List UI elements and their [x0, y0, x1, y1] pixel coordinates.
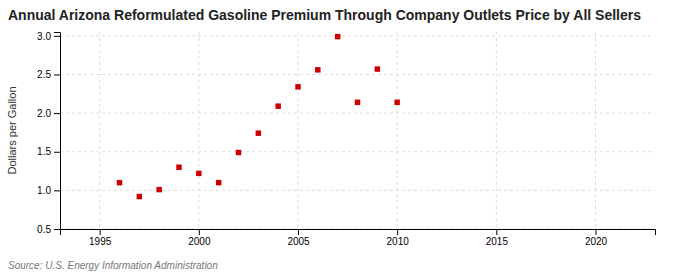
point [394, 100, 399, 105]
tick-mark [54, 152, 60, 153]
grid-line-x [397, 32, 398, 229]
tick-mark [496, 229, 497, 235]
tick: 2005 [287, 229, 310, 247]
grid [60, 32, 655, 229]
tick-label: 1.0 [37, 185, 51, 196]
tick: 2.0 [37, 108, 60, 119]
point [256, 130, 261, 135]
chart-svg: 1995 2000 2005 2010 2015 2020 0.5 1.0 1.5 2.0 2.5 3… [0, 0, 675, 275]
point [117, 180, 122, 185]
grid-line-y [60, 151, 655, 152]
tick-mark [54, 190, 60, 191]
tick-mark [54, 36, 60, 37]
tick: 1.5 [37, 146, 60, 157]
points [117, 34, 400, 199]
x-axis: 1995 2000 2005 2010 2015 2020 [61, 229, 656, 247]
tick-mark [100, 229, 101, 235]
point [137, 194, 142, 199]
source-annotation: Source: U.S. Energy Information Administ… [8, 260, 218, 271]
y-axis-label: Dollars per Gallon [6, 86, 18, 174]
y-axis: 0.5 1.0 1.5 2.0 2.5 3.0 [37, 31, 60, 235]
tick-label: 2015 [486, 236, 509, 247]
grid-line-x [595, 32, 596, 229]
tick: 1.0 [37, 185, 60, 196]
tick-label: 2005 [287, 236, 310, 247]
grid-line-x [99, 32, 100, 229]
point [295, 84, 300, 89]
tick-mark [54, 229, 60, 230]
point [275, 103, 280, 108]
tick: 2000 [188, 229, 211, 247]
point [156, 187, 161, 192]
point [335, 34, 340, 39]
point [196, 171, 201, 176]
tick: 2015 [486, 229, 509, 247]
tick-mark [596, 229, 597, 235]
tick-mark [298, 229, 299, 235]
tick-label: 1995 [89, 236, 112, 247]
axis-line [61, 230, 656, 236]
grid-line-y [60, 190, 655, 191]
grid-line-x [298, 32, 299, 229]
tick: 1995 [89, 229, 112, 247]
tick: 2010 [387, 229, 410, 247]
point [236, 150, 241, 155]
point [176, 164, 181, 169]
grid-line-x [198, 32, 199, 229]
tick: 0.5 [37, 224, 60, 235]
grid-line-x [496, 32, 497, 229]
grid-line-y [60, 74, 655, 75]
tick-label: 2.5 [37, 69, 51, 80]
tick-label: 0.5 [37, 224, 51, 235]
tick-mark [54, 113, 60, 114]
tick-mark [397, 229, 398, 235]
tick-label: 2020 [585, 236, 608, 247]
tick-mark [199, 229, 200, 235]
tick-label: 3.0 [37, 31, 51, 42]
tick-mark [54, 74, 60, 75]
tick: 3.0 [37, 31, 60, 42]
point [216, 180, 221, 185]
title: Annual Arizona Reformulated Gasoline Pre… [8, 7, 641, 23]
tick-label: 2010 [387, 236, 410, 247]
grid-line-y [60, 113, 655, 114]
grid-line-y [60, 35, 655, 36]
tick-label: 2.0 [37, 108, 51, 119]
axis-line [54, 33, 61, 230]
tick-label: 2000 [188, 236, 211, 247]
point [355, 100, 360, 105]
tick: 2020 [585, 229, 608, 247]
tick: 2.5 [37, 69, 60, 80]
plot-area: 1995 2000 2005 2010 2015 2020 0.5 1.0 1.5 2.0 2.5 3… [6, 31, 656, 248]
chart-container: 1995 2000 2005 2010 2015 2020 0.5 1.0 1.5 2.0 2.5 3… [0, 0, 675, 275]
point [375, 66, 380, 71]
point [315, 67, 320, 72]
tick-label: 1.5 [37, 146, 51, 157]
